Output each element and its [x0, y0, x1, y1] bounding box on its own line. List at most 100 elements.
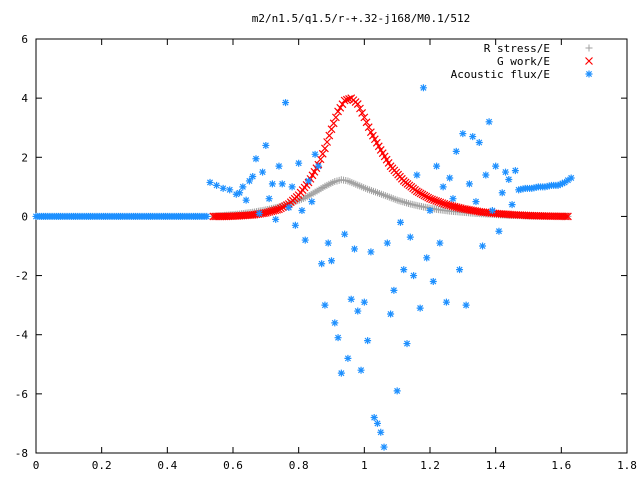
data-point [562, 212, 570, 221]
data-point [321, 144, 329, 153]
data-point [209, 212, 218, 221]
data-point [364, 123, 373, 132]
data-point [236, 189, 244, 197]
data-point [438, 199, 447, 208]
legend-marker [585, 70, 593, 78]
data-point [242, 196, 250, 204]
data-point [413, 171, 421, 179]
data-point [446, 174, 454, 182]
data-point [403, 340, 411, 348]
data-point [567, 174, 575, 182]
data-point [561, 178, 569, 186]
data-point [252, 155, 260, 163]
data-point [323, 138, 332, 146]
data-point [203, 212, 211, 220]
data-point [434, 197, 443, 206]
data-point [331, 319, 339, 327]
data-point [485, 118, 493, 126]
data-point [318, 149, 327, 158]
data-point [218, 212, 227, 221]
data-point [556, 180, 564, 188]
data-point [423, 254, 431, 262]
data-point [360, 298, 368, 306]
data-point [511, 167, 519, 175]
data-point [336, 103, 345, 112]
data-point [354, 307, 362, 315]
legend-marker [585, 57, 593, 65]
data-point [347, 295, 355, 303]
y-tick-label: 4 [21, 92, 28, 105]
data-point [362, 118, 371, 127]
data-point [285, 204, 293, 212]
data-point [364, 337, 372, 345]
data-point [334, 334, 342, 342]
y-tick-label: 0 [21, 210, 28, 223]
data-point [508, 201, 516, 209]
data-point [428, 195, 436, 204]
legend-label: R stress/E [484, 42, 550, 55]
data-point [380, 443, 388, 451]
data-point [430, 196, 439, 205]
data-point [459, 130, 467, 138]
data-point [211, 212, 220, 221]
data-point [314, 162, 322, 170]
data-point [373, 419, 381, 427]
plot-frame [35, 38, 628, 454]
data-point [367, 248, 375, 256]
data-point [353, 100, 362, 108]
data-point [456, 266, 464, 274]
data-point [426, 194, 434, 203]
data-point [345, 95, 353, 103]
x-tick-label: 0.8 [289, 459, 309, 472]
data-point [278, 180, 286, 188]
data-point [465, 180, 473, 188]
data-point [505, 175, 513, 183]
data-point [406, 233, 414, 241]
plot-border [35, 38, 628, 454]
data-point [329, 119, 338, 128]
x-tick-label: 1 [361, 459, 368, 472]
x-tick-label: 0.6 [223, 459, 243, 472]
data-point [492, 162, 500, 170]
data-point [245, 177, 253, 185]
data-point [277, 204, 285, 213]
y-tick-label: 2 [21, 151, 28, 164]
data-point [498, 189, 506, 197]
data-point [216, 212, 225, 221]
data-point [321, 301, 329, 309]
data-point [358, 109, 367, 117]
data-point [255, 209, 263, 217]
y-tick-label: -6 [15, 388, 28, 401]
data-point [206, 178, 214, 186]
data-point [356, 104, 364, 113]
data-point [215, 212, 223, 221]
data-point [419, 84, 427, 92]
data-point [469, 133, 477, 141]
data-point [390, 286, 398, 294]
y-tick-label: 6 [21, 33, 28, 46]
y-tick-label: -8 [15, 447, 28, 460]
x-tick-label: 1.2 [420, 459, 440, 472]
data-point [311, 150, 319, 158]
x-tick-label: 1.8 [617, 459, 637, 472]
data-point [396, 218, 404, 226]
data-point [554, 181, 562, 189]
data-point [325, 131, 334, 140]
data-point [377, 428, 385, 436]
data-point [350, 245, 358, 253]
legend-marker [585, 44, 593, 52]
data-point [370, 414, 378, 422]
data-point [259, 168, 267, 176]
y-tick-label: -2 [15, 270, 28, 283]
data-point [344, 354, 352, 362]
data-point [357, 366, 365, 374]
data-point [213, 181, 221, 189]
data-point [433, 162, 441, 170]
data-point [295, 159, 303, 167]
axis-ticks: 0 0.2 0.4 0.6 0.8 1 1.2 1.4 1.6 1.8 -8 -6 -4 -2 0 2 4 6 [15, 33, 637, 472]
x-tick-label: 0.4 [157, 459, 177, 472]
data-point [374, 142, 383, 151]
data-point [558, 179, 566, 187]
data-point [275, 162, 283, 170]
